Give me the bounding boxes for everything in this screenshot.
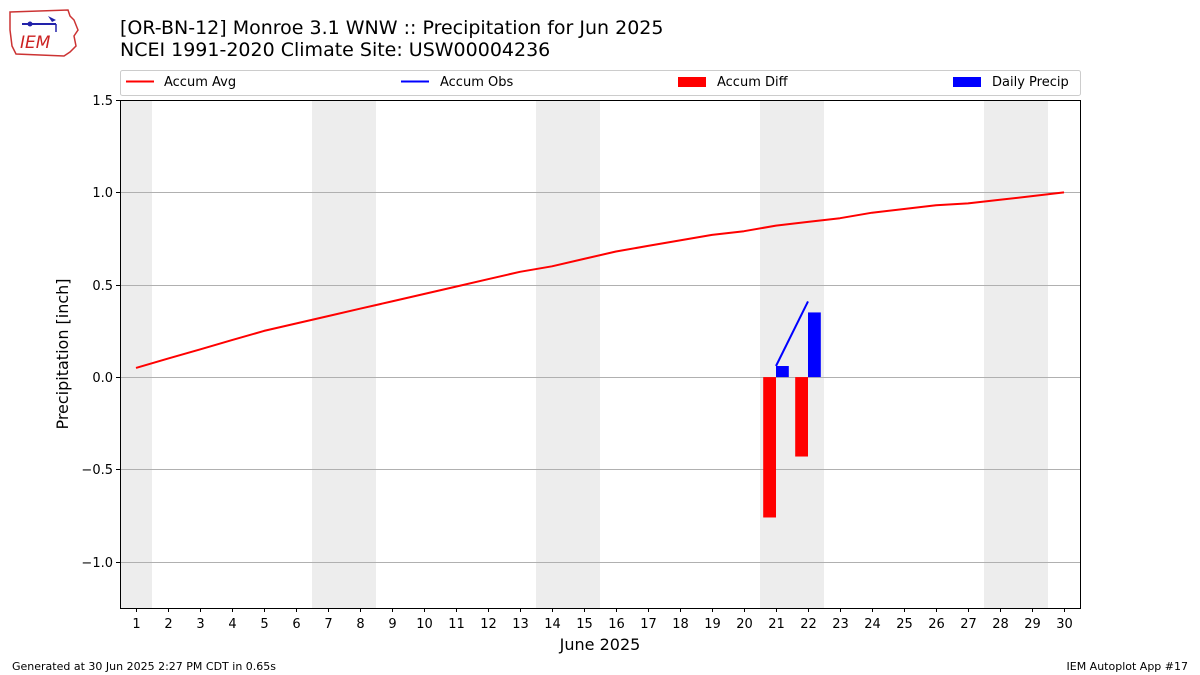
y-tick-label: −1.0 bbox=[81, 556, 113, 571]
x-tick-label: 30 bbox=[1056, 617, 1073, 632]
legend-label-accum-diff: Accum Diff bbox=[717, 75, 789, 90]
x-tick-label: 5 bbox=[260, 617, 268, 632]
weekend-shade bbox=[312, 100, 376, 608]
x-tick-label: 3 bbox=[196, 617, 204, 632]
plot-frame bbox=[120, 100, 1081, 609]
x-tick-label: 6 bbox=[292, 617, 300, 632]
weekend-shade bbox=[984, 100, 1048, 608]
x-tick-label: 28 bbox=[992, 617, 1009, 632]
x-tick-label: 12 bbox=[480, 617, 497, 632]
x-tick-label: 13 bbox=[512, 617, 529, 632]
line-accum-obs bbox=[775, 300, 809, 367]
x-tick-label: 20 bbox=[736, 617, 753, 632]
legend-swatch-accum-diff bbox=[678, 77, 706, 87]
x-tick-label: 8 bbox=[356, 617, 364, 632]
bar-daily-precip bbox=[776, 366, 789, 378]
bar-daily-precip bbox=[808, 312, 821, 378]
chart-title: [OR-BN-12] Monroe 3.1 WNW :: Precipitati… bbox=[120, 17, 664, 39]
bar-accum-diff bbox=[763, 377, 776, 518]
x-tick-label: 24 bbox=[864, 617, 881, 632]
x-tick-label: 10 bbox=[416, 617, 433, 632]
x-tick-label: 26 bbox=[928, 617, 945, 632]
app-credit: IEM Autoplot App #17 bbox=[1066, 660, 1189, 673]
x-tick-label: 19 bbox=[704, 617, 721, 632]
iem-logo: IEM bbox=[8, 6, 80, 58]
x-tick-label: 22 bbox=[800, 617, 817, 632]
y-tick-label: 0.0 bbox=[92, 371, 113, 386]
x-axis-label: June 2025 bbox=[559, 635, 641, 654]
chart-subtitle: NCEI 1991-2020 Climate Site: USW00004236 bbox=[120, 39, 551, 61]
x-tick-label: 29 bbox=[1024, 617, 1041, 632]
legend-label-daily-precip: Daily Precip bbox=[992, 75, 1069, 90]
x-tick-label: 11 bbox=[448, 617, 465, 632]
x-tick-label: 14 bbox=[544, 617, 561, 632]
legend-label-accum-obs: Accum Obs bbox=[440, 75, 513, 90]
x-tick-label: 2 bbox=[164, 617, 172, 632]
x-tick-label: 7 bbox=[324, 617, 332, 632]
x-tick-label: 23 bbox=[832, 617, 849, 632]
y-tick-label: 0.5 bbox=[92, 279, 113, 294]
legend-box bbox=[120, 70, 1081, 96]
x-tick-label: 25 bbox=[896, 617, 913, 632]
logo-text: IEM bbox=[20, 33, 51, 53]
x-tick-label: 16 bbox=[608, 617, 625, 632]
x-tick-label: 21 bbox=[768, 617, 785, 632]
weekend-shade bbox=[120, 100, 152, 608]
x-tick-label: 18 bbox=[672, 617, 689, 632]
x-tick-label: 27 bbox=[960, 617, 977, 632]
y-axis-label: Precipitation [inch] bbox=[53, 278, 72, 429]
generated-note: Generated at 30 Jun 2025 2:27 PM CDT in … bbox=[12, 660, 277, 673]
y-tick-label: 1.5 bbox=[92, 94, 113, 109]
line-accum-avg bbox=[135, 191, 1065, 369]
x-tick-label: 9 bbox=[388, 617, 396, 632]
x-tick-label: 15 bbox=[576, 617, 593, 632]
weekend-shade bbox=[536, 100, 600, 608]
legend-swatch-daily-precip bbox=[953, 77, 981, 87]
y-tick-label: 1.0 bbox=[92, 186, 113, 201]
x-tick-label: 17 bbox=[640, 617, 657, 632]
legend-label-accum-avg: Accum Avg bbox=[164, 75, 236, 90]
bar-accum-diff bbox=[795, 377, 808, 457]
x-tick-label: 4 bbox=[228, 617, 236, 632]
y-tick-label: −0.5 bbox=[81, 463, 113, 478]
x-tick-label: 1 bbox=[132, 617, 140, 632]
